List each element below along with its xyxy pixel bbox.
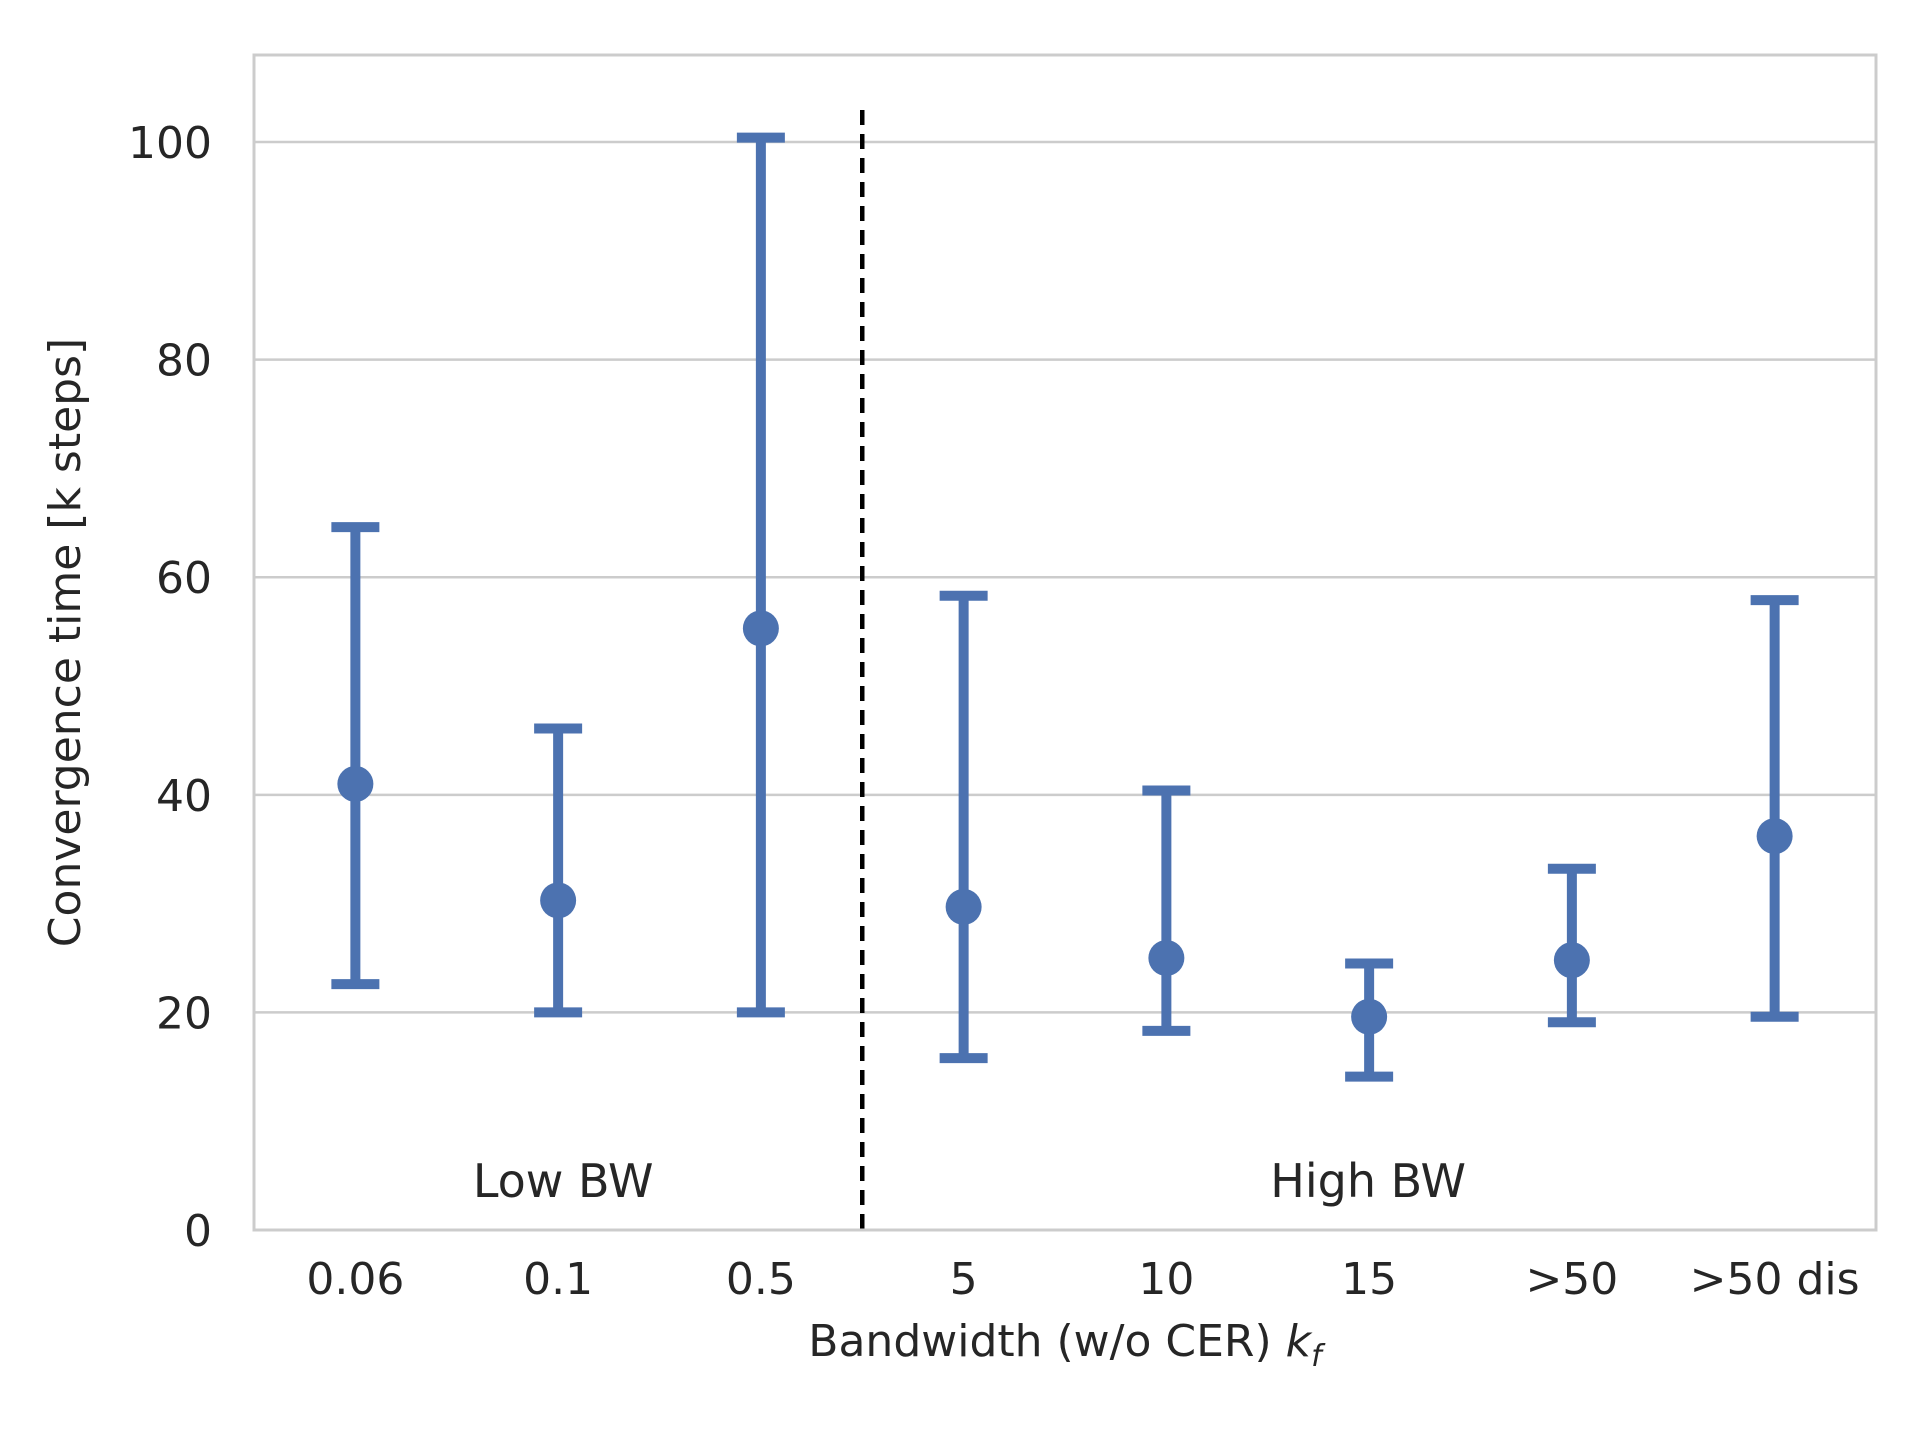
data-point-group xyxy=(736,132,785,1018)
data-point-group xyxy=(1547,863,1596,1028)
x-tick-label: 0.06 xyxy=(306,1254,404,1305)
data-point-group xyxy=(1345,958,1394,1082)
data-point-group xyxy=(534,723,583,1018)
series-layer xyxy=(331,132,1799,1082)
plot-frame xyxy=(252,53,1878,1232)
x-axis-label-symbol: k xyxy=(1286,1316,1313,1367)
data-point-group xyxy=(939,590,988,1064)
data-point xyxy=(742,610,779,647)
x-axis-label-subscript: f xyxy=(1311,1339,1326,1374)
x-tick-label: >50 xyxy=(1525,1254,1618,1305)
region-label-low-bw: Low BW xyxy=(473,1154,654,1208)
data-point xyxy=(1148,940,1185,977)
x-tick-label: 10 xyxy=(1138,1254,1194,1305)
y-tick-label: 0 xyxy=(184,1206,212,1257)
x-tick-labels: 0.06 0.1 0.5 5 10 15 >50 >50 dis xyxy=(306,1254,1859,1305)
y-axis-label: Convergence time [k steps] xyxy=(40,338,91,947)
x-tick-label: 0.5 xyxy=(726,1254,796,1305)
data-point xyxy=(540,882,577,919)
y-tick-labels: 0 20 40 60 80 100 xyxy=(128,118,212,1257)
y-tick-label: 20 xyxy=(156,988,212,1039)
x-tick-label: 5 xyxy=(950,1254,978,1305)
data-point xyxy=(945,888,982,925)
y-tick-label: 60 xyxy=(156,553,212,604)
data-point xyxy=(1351,998,1388,1035)
x-tick-label: 15 xyxy=(1341,1254,1397,1305)
data-point xyxy=(1553,942,1590,979)
data-point-group xyxy=(1750,595,1799,1022)
x-axis-label: Bandwidth (w/o CER) kf xyxy=(808,1316,1326,1374)
data-point xyxy=(1756,818,1793,855)
x-tick-label: 0.1 xyxy=(523,1254,593,1305)
x-axis-label-space xyxy=(1272,1316,1286,1367)
x-axis-label-text: Bandwidth (w/o CER) xyxy=(808,1316,1271,1367)
data-point xyxy=(337,765,374,802)
gridlines xyxy=(254,140,1876,1232)
y-tick-label: 40 xyxy=(156,771,212,822)
region-label-high-bw: High BW xyxy=(1270,1154,1466,1208)
y-tick-label: 100 xyxy=(128,118,212,169)
y-tick-label: 80 xyxy=(156,336,212,387)
region-labels: Low BW High BW xyxy=(473,1154,1466,1208)
x-tick-label: >50 dis xyxy=(1690,1254,1860,1305)
data-point-group xyxy=(331,522,380,990)
data-point-group xyxy=(1142,785,1191,1036)
